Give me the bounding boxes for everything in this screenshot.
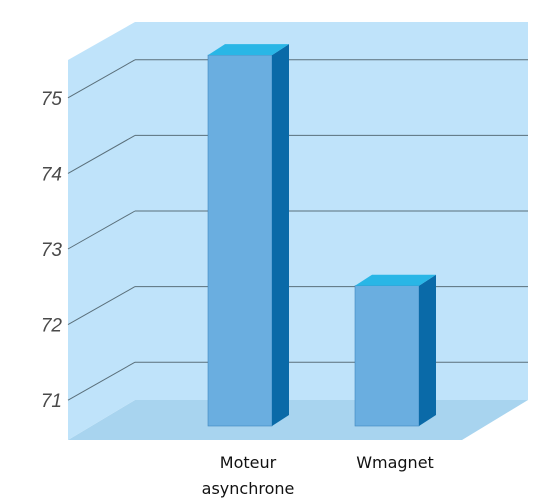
bars — [207, 44, 436, 427]
floor-plane — [68, 400, 528, 440]
bar-side-face — [419, 274, 436, 426]
y-tick-label: 72 — [41, 316, 63, 337]
x-category-label: Moteur — [220, 453, 277, 472]
gridline-side — [67, 210, 136, 250]
y-tick-label: 75 — [41, 89, 63, 110]
bar-side-face — [272, 44, 289, 427]
gridlines — [67, 59, 528, 401]
gridline-side — [67, 134, 136, 174]
y-tick-label: 73 — [41, 240, 63, 261]
bar-front-face — [207, 54, 273, 427]
left-wall — [68, 22, 135, 440]
y-tick-label: 74 — [41, 164, 62, 185]
bar-top-face — [355, 274, 436, 286]
gridline-side — [67, 59, 136, 99]
y-axis-tick-labels: 71 72 73 74 75 — [41, 89, 63, 412]
gridline-side — [67, 361, 136, 401]
bar — [354, 274, 436, 427]
bar-top-face — [208, 44, 289, 56]
x-category-label: asynchrone — [202, 479, 295, 498]
bar — [207, 44, 289, 427]
gridline-side — [67, 286, 136, 326]
x-category-label: Wmagnet — [356, 453, 434, 472]
y-tick-label: 71 — [41, 391, 62, 412]
x-axis-category-labels: Moteur asynchrone Wmagnet — [202, 453, 434, 498]
bar-front-face — [354, 285, 420, 427]
